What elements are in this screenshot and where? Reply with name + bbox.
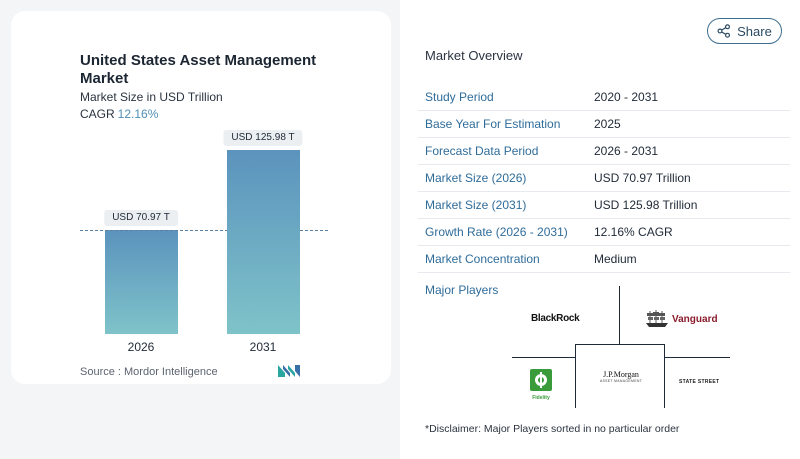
overview-key: Forecast Data Period (425, 144, 539, 158)
share-button[interactable]: Share (707, 18, 782, 44)
players-divider (664, 357, 730, 358)
overview-row: Forecast Data Period 2026 - 2031 (418, 138, 790, 165)
chart-subtitle: Market Size in USD Trillion (80, 90, 223, 104)
overview-row: Study Period 2020 - 2031 (418, 84, 790, 111)
overview-value: USD 70.97 Trillion (594, 171, 691, 185)
mordor-logo-icon (278, 365, 300, 377)
source-text: Source : Mordor Intelligence (80, 366, 218, 378)
fidelity-logo: Fidelity (529, 369, 553, 401)
x-tick-label: 2031 (249, 340, 277, 354)
overview-row: Market Size (2026) USD 70.97 Trillion (418, 165, 790, 192)
x-tick-label: 2026 (127, 340, 155, 354)
overview-value: USD 125.98 Trillion (594, 198, 698, 212)
jpmorgan-logo: J.P.Morgan ASSET MANAGEMENT (587, 370, 655, 383)
cagr-value: 12.16% (117, 107, 159, 121)
jpmorgan-sub: ASSET MANAGEMENT (599, 379, 643, 383)
cagr-line: CAGR 12.16% (80, 107, 158, 121)
overview-value: 2025 (594, 117, 621, 131)
vanguard-wordmark: Vanguard (672, 313, 718, 325)
overview-row: Growth Rate (2026 - 2031) 12.16% CAGR (418, 219, 790, 246)
cagr-label: CAGR (80, 107, 115, 121)
bar-data-label: USD 125.98 T (223, 130, 303, 146)
players-divider (575, 344, 665, 345)
chart-card (11, 11, 391, 384)
bar-2031 (227, 150, 300, 334)
disclaimer: *Disclaimer: Major Players sorted in no … (425, 423, 680, 435)
overview-row: Market Size (2031) USD 125.98 Trillion (418, 192, 790, 219)
overview-row: Market Concentration Medium (418, 246, 790, 273)
statestreet-logo: STATE STREET (679, 379, 720, 385)
overview-value: Medium (594, 252, 637, 266)
overview-key: Market Size (2031) (425, 198, 527, 212)
players-divider (575, 344, 576, 408)
overview-key: Market Size (2026) (425, 171, 527, 185)
overview-card (400, 0, 800, 459)
players-title: Major Players (425, 283, 499, 297)
overview-row: Base Year For Estimation 2025 (418, 111, 790, 138)
jpmorgan-wordmark: J.P.Morgan (603, 370, 639, 379)
overview-value: 2026 - 2031 (594, 144, 659, 158)
overview-key: Growth Rate (2026 - 2031) (425, 225, 568, 239)
players-divider (664, 344, 665, 408)
overview-key: Market Concentration (425, 252, 540, 266)
overview-value: 2020 - 2031 (594, 90, 659, 104)
overview-title: Market Overview (425, 48, 523, 63)
share-label: Share (737, 23, 772, 39)
share-icon (717, 24, 731, 38)
players-divider (619, 286, 620, 344)
overview-key: Base Year For Estimation (425, 117, 561, 131)
fidelity-emblem-icon (530, 369, 552, 391)
blackrock-logo: BlackRock (531, 313, 580, 324)
ship-icon (646, 310, 668, 327)
overview-key: Study Period (425, 90, 494, 104)
vanguard-logo: Vanguard (645, 310, 718, 328)
bar-data-label: USD 70.97 T (104, 210, 178, 226)
players-divider (512, 357, 575, 358)
fidelity-wordmark: Fidelity (532, 395, 550, 401)
baseline-dashed-line (80, 230, 328, 231)
overview-value: 12.16% CAGR (594, 225, 673, 239)
chart-title: United States Asset Management Market (80, 52, 317, 87)
bar-2026 (105, 230, 178, 334)
